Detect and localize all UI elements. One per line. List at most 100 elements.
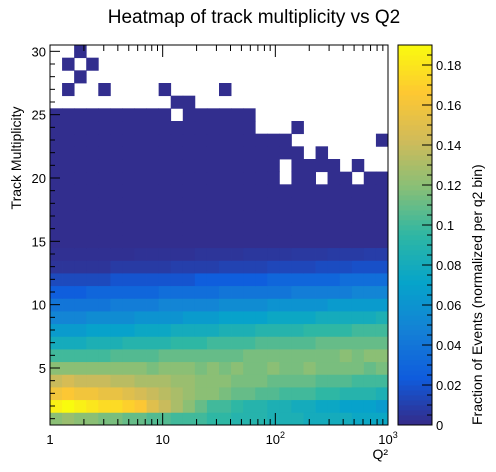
heatmap-cell xyxy=(206,374,220,388)
heatmap-cell xyxy=(98,412,111,426)
heatmap-cell xyxy=(375,412,389,426)
colorbar-segment xyxy=(398,265,432,271)
heatmap-cell xyxy=(219,336,232,350)
heatmap-cell xyxy=(170,349,184,363)
heatmap-cell xyxy=(194,374,208,388)
heatmap-cell xyxy=(303,298,316,312)
heatmap-cell xyxy=(279,260,292,274)
heatmap-cell xyxy=(50,260,63,274)
heatmap-cell xyxy=(243,146,256,160)
heatmap-cell xyxy=(110,361,123,375)
heatmap-cell xyxy=(255,412,268,426)
heatmap-cell xyxy=(182,247,196,261)
heatmap-cell xyxy=(98,171,111,185)
heatmap-cell xyxy=(315,260,329,274)
heatmap-cell xyxy=(98,108,111,122)
heatmap-cell xyxy=(267,399,280,413)
heatmap-cell xyxy=(327,235,341,249)
heatmap-cell xyxy=(255,298,268,312)
heatmap-cell xyxy=(351,298,365,312)
heatmap-cell xyxy=(194,260,208,274)
heatmap-cell xyxy=(267,285,280,299)
heatmap-cell xyxy=(255,146,268,160)
heatmap-cell xyxy=(194,311,208,325)
heatmap-cell xyxy=(255,184,268,198)
heatmap-cell xyxy=(122,184,135,198)
heatmap-cell xyxy=(291,273,304,287)
heatmap-cell xyxy=(363,387,377,401)
heatmap-cell xyxy=(327,323,341,337)
heatmap-cell xyxy=(231,260,244,274)
heatmap-cell xyxy=(50,159,63,173)
heatmap-cell xyxy=(363,260,377,274)
heatmap-cell xyxy=(243,260,256,274)
heatmap-cell xyxy=(158,374,172,388)
heatmap-cell xyxy=(291,311,304,325)
heatmap-cell xyxy=(50,133,63,147)
colorbar-segment xyxy=(398,240,432,246)
colorbar-segment xyxy=(398,400,432,406)
heatmap-cell xyxy=(303,361,316,375)
y-tick-label: 5 xyxy=(39,361,46,376)
heatmap-cell xyxy=(303,387,316,401)
heatmap-cell xyxy=(327,247,341,261)
heatmap-cell xyxy=(86,247,99,261)
heatmap-cell xyxy=(255,260,268,274)
heatmap-cell xyxy=(243,184,256,198)
heatmap-cell xyxy=(146,146,160,160)
heatmap-cell xyxy=(351,159,365,173)
heatmap-cell xyxy=(255,235,268,249)
heatmap-cell xyxy=(122,374,135,388)
colorbar-segment xyxy=(398,115,432,121)
heatmap-cell xyxy=(315,387,329,401)
heatmap-cell xyxy=(182,399,196,413)
heatmap-cell xyxy=(243,361,256,375)
heatmap-cell xyxy=(231,412,244,426)
heatmap-cell xyxy=(303,336,316,350)
heatmap-cell xyxy=(243,285,256,299)
heatmap-cell xyxy=(339,412,353,426)
heatmap-cell xyxy=(279,336,292,350)
heatmap-cell xyxy=(291,209,304,223)
heatmap-cell xyxy=(339,285,353,299)
heatmap-cell xyxy=(291,222,304,236)
heatmap-cell xyxy=(279,285,292,299)
heatmap-cell xyxy=(122,387,135,401)
heatmap-cell xyxy=(267,184,280,198)
heatmap-cell xyxy=(194,222,208,236)
heatmap-cell xyxy=(62,273,75,287)
heatmap-cell xyxy=(62,311,75,325)
heatmap-cell xyxy=(110,336,123,350)
colorbar-title: Fraction of Events (normalized per q2 bi… xyxy=(469,164,485,425)
heatmap-cell xyxy=(194,336,208,350)
heatmap-cell xyxy=(182,184,196,198)
heatmap-cell xyxy=(146,374,160,388)
colorbar-segment xyxy=(398,275,432,281)
heatmap-cell xyxy=(146,197,160,211)
colorbar-segment xyxy=(398,410,432,416)
heatmap-cell xyxy=(122,311,135,325)
colorbar-tick-label: 0.18 xyxy=(436,58,461,73)
heatmap-cell xyxy=(146,311,160,325)
heatmap-cell xyxy=(206,209,220,223)
colorbar-tick-label: 0.14 xyxy=(436,138,461,153)
heatmap-cell xyxy=(303,260,316,274)
heatmap-cell xyxy=(303,374,316,388)
heatmap-cell xyxy=(327,399,341,413)
heatmap-cell xyxy=(231,121,244,135)
y-tick-label: 20 xyxy=(32,171,46,186)
heatmap-cell xyxy=(158,412,172,426)
heatmap-cell xyxy=(74,247,87,261)
heatmap-cell xyxy=(351,184,365,198)
heatmap-cell xyxy=(279,374,292,388)
heatmap-cell xyxy=(134,108,147,122)
heatmap-cell xyxy=(194,146,208,160)
heatmap-cell xyxy=(134,374,147,388)
heatmap-cell xyxy=(86,171,99,185)
heatmap-cell xyxy=(134,285,147,299)
heatmap-cell xyxy=(182,159,196,173)
heatmap-cell xyxy=(206,387,220,401)
heatmap-cell xyxy=(74,412,87,426)
heatmap-cell xyxy=(146,184,160,198)
heatmap-cell xyxy=(194,209,208,223)
